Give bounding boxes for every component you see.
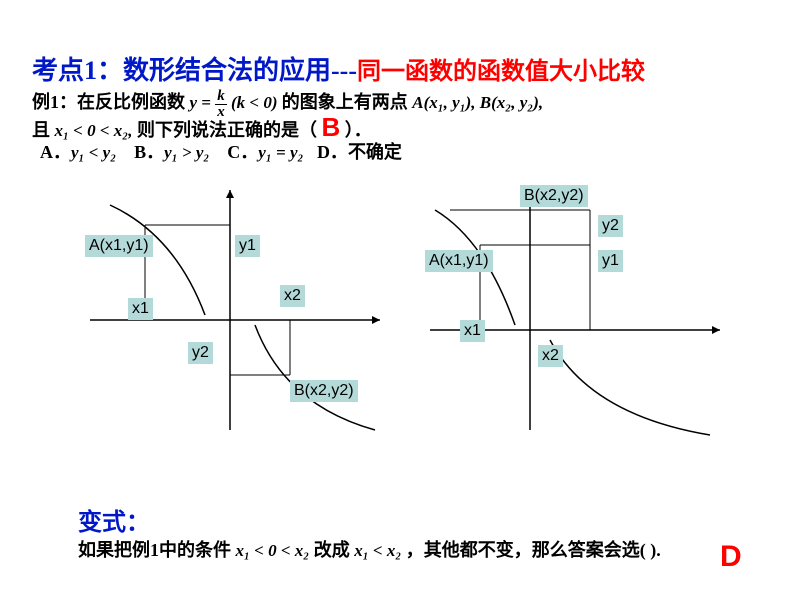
- options: A．y₁ < y₂ B．y₁ > y₂ C．y₁ = y₂ D．不确定: [40, 138, 402, 164]
- title-blue: 考点1：数形结合法的应用---: [32, 56, 357, 85]
- graph2-y2-label: y2: [598, 215, 623, 237]
- answer-d: D: [720, 540, 742, 574]
- variant-text: 如果把例1中的条件 x₁ < 0 < x₂ 改成 x₁ < x₂ ，其他都不变，…: [78, 536, 661, 562]
- graph2-b-label: B(x2,y2): [520, 185, 588, 207]
- graph1-b-label: B(x2,y2): [290, 380, 358, 402]
- graph-1: A(x1,y1) y1 x1 x2 y2 B(x2,y2): [80, 180, 400, 440]
- graph-2: B(x2,y2) y2 A(x1,y1) y1 x1 x2: [420, 180, 740, 440]
- graph-2-svg: [420, 180, 740, 440]
- graph2-x1-label: x1: [460, 320, 485, 342]
- variant-title: 变式：: [78, 502, 150, 537]
- graph1-y2-label: y2: [188, 342, 213, 364]
- example-prefix: 例1：在反比例函数: [32, 92, 185, 112]
- graph1-a-label: A(x1,y1): [85, 235, 153, 257]
- title: 考点1：数形结合法的应用---同一函数的函数值大小比较: [32, 50, 645, 87]
- graph2-x2-label: x2: [538, 345, 563, 367]
- points: A(x₁, y₁), B(x₂, y₂),: [412, 93, 543, 112]
- example-mid: 的图象上有两点: [282, 92, 413, 112]
- graph2-a-label: A(x1,y1): [425, 250, 493, 272]
- graph1-x1-label: x1: [128, 298, 153, 320]
- graph2-y1-label: y1: [598, 250, 623, 272]
- graph1-y1-label: y1: [235, 235, 260, 257]
- graph1-x2-label: x2: [280, 285, 305, 307]
- title-red: 同一函数的函数值大小比较: [357, 59, 645, 85]
- formula: y = kx (k < 0): [190, 93, 282, 112]
